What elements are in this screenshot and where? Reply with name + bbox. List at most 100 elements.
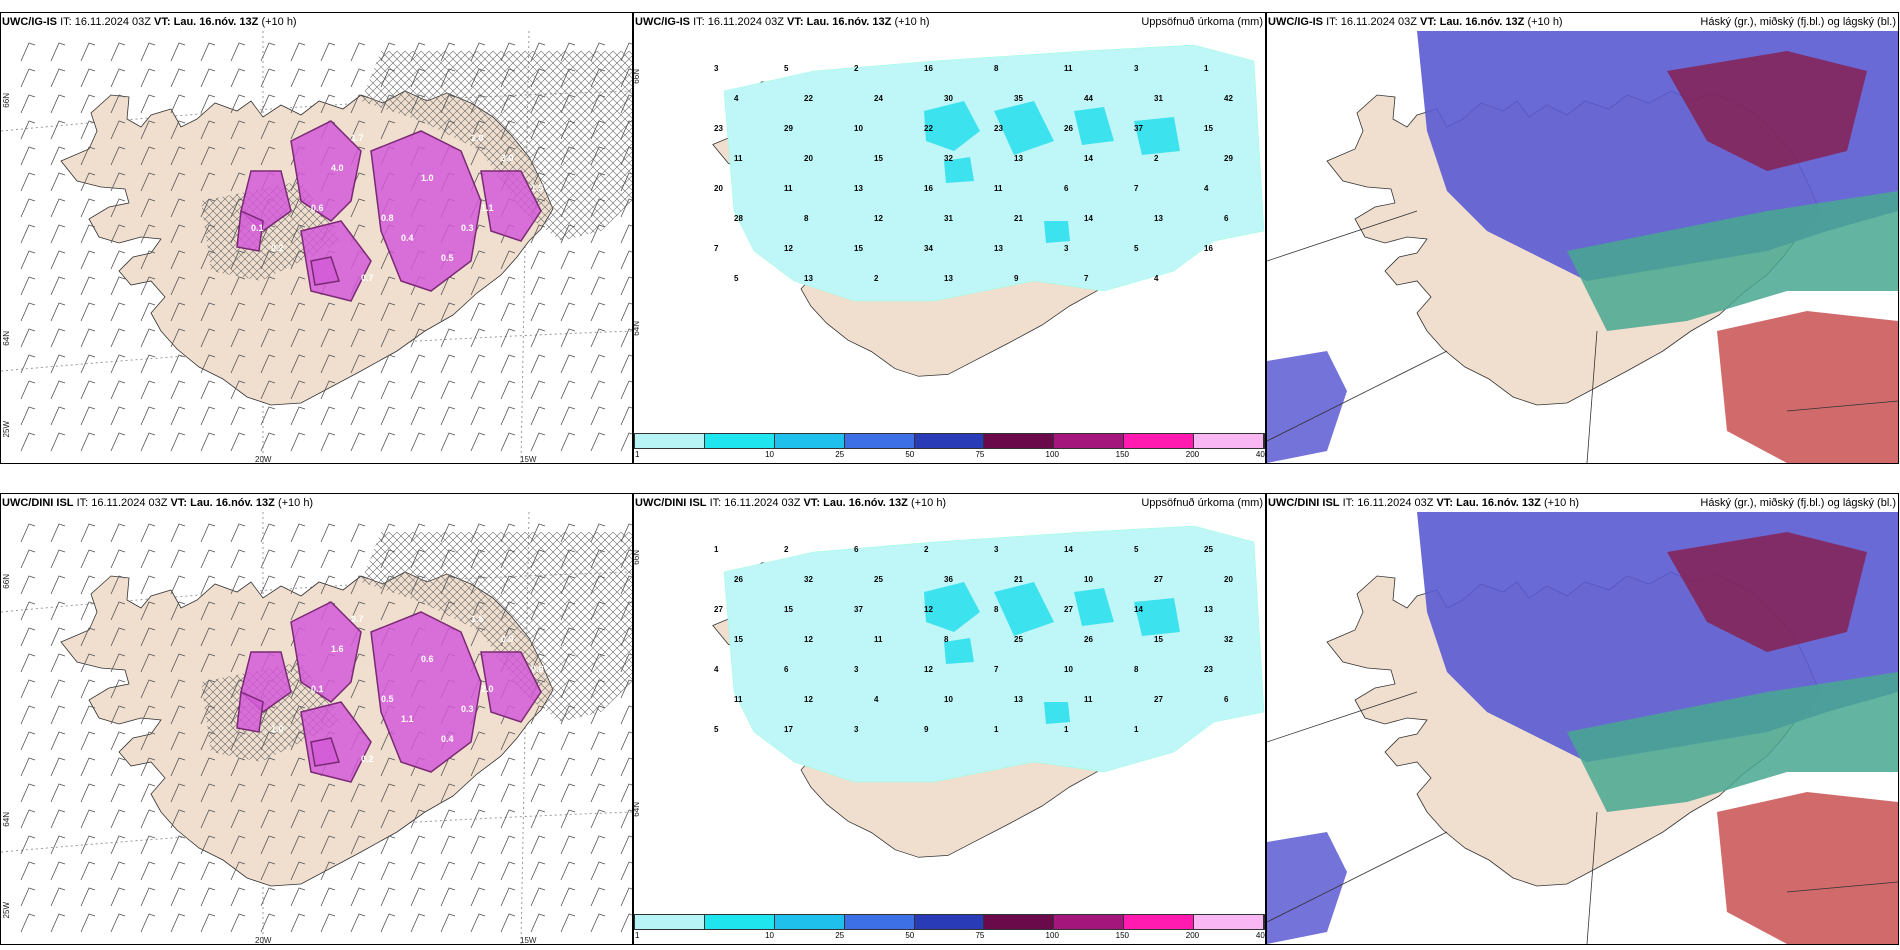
wind-barb	[20, 276, 36, 296]
wind-barb	[260, 328, 276, 348]
wind-barb	[320, 835, 336, 855]
wind-barb	[620, 679, 632, 699]
snow-value-label: 0.4	[401, 233, 414, 243]
wind-barb	[590, 354, 606, 374]
wind-barb	[140, 809, 156, 829]
wind-barb	[350, 809, 366, 829]
wind-barb	[470, 887, 486, 907]
wind-barb	[20, 731, 36, 751]
wind-barb	[50, 250, 66, 270]
wind-barb	[200, 523, 216, 543]
wind-barb	[260, 276, 276, 296]
wind-barb	[380, 757, 396, 777]
wind-barb	[80, 913, 96, 933]
wind-barb	[410, 328, 426, 348]
colorbar-segment	[1054, 434, 1125, 448]
colorbar-tick-label: 200	[1185, 931, 1200, 940]
snow-value-label: 0.5	[441, 253, 454, 263]
wind-barb	[500, 302, 516, 322]
precip-mid-area	[1134, 117, 1180, 155]
wind-barb	[620, 861, 632, 881]
wind-barb	[290, 601, 306, 621]
wind-barb	[500, 627, 516, 647]
precip-value-label: 13	[854, 184, 863, 193]
snow-value-label: 0.6	[311, 203, 324, 213]
wind-barb	[140, 861, 156, 881]
wind-barb	[590, 601, 606, 621]
precip-value-label: 29	[1224, 154, 1233, 163]
wind-barb	[290, 575, 306, 595]
wind-barb	[110, 575, 126, 595]
it-label: IT:	[1326, 16, 1341, 28]
cloud-title: Háský (gr.), miðský (fj.bl.) og lágský (…	[1700, 497, 1896, 509]
wind-barb	[560, 68, 576, 88]
precip-value-label: 12	[804, 695, 813, 704]
wind-barb	[20, 575, 36, 595]
wind-barb	[470, 42, 486, 62]
wind-barb	[200, 809, 216, 829]
region-border	[1267, 210, 1898, 463]
wind-barb	[470, 406, 486, 426]
wind-barb	[260, 432, 276, 452]
wind-barb	[260, 523, 276, 543]
precip-value-label: 15	[1204, 124, 1213, 133]
precip-value-label: 11	[1064, 64, 1073, 73]
wind-barb	[140, 783, 156, 803]
precip-value-label: 13	[944, 274, 953, 283]
wind-barb	[20, 549, 36, 569]
wind-barb	[620, 68, 632, 88]
wind-barb	[110, 523, 126, 543]
wind-barb	[230, 276, 246, 296]
colorbar-segment	[635, 915, 705, 929]
precip-value-label: 10	[1064, 665, 1073, 674]
wind-barb	[620, 432, 632, 452]
it-label: IT:	[693, 16, 708, 28]
it-value: 16.11.2024 03Z	[74, 16, 151, 28]
wind-barb	[50, 913, 66, 933]
wind-barb	[50, 835, 66, 855]
wind-barb	[590, 224, 606, 244]
wind-barb	[620, 328, 632, 348]
wind-barb	[620, 172, 632, 192]
wind-barb	[620, 120, 632, 140]
wind-barb	[230, 302, 246, 322]
wind-barb	[80, 809, 96, 829]
wind-barb	[440, 354, 456, 374]
wind-barb	[200, 198, 216, 218]
colorbar-tick-label: 150	[1115, 931, 1130, 940]
colorbar-segment	[844, 434, 915, 448]
low-cloud-dark-area	[1667, 532, 1867, 652]
wind-barb	[50, 120, 66, 140]
wind-barb	[590, 432, 606, 452]
cloud-map	[1267, 512, 1898, 944]
wind-barb	[80, 601, 96, 621]
colorbar-tick-label: 75	[975, 931, 985, 940]
model-name: UWC/IG-IS	[1268, 16, 1323, 28]
wind-barb	[80, 731, 96, 751]
wind-barb	[590, 146, 606, 166]
wind-barb	[350, 523, 366, 543]
low-cloud-dark-area	[1667, 51, 1867, 171]
wind-barb	[320, 549, 336, 569]
wind-barb	[170, 523, 186, 543]
lon-label-20: 20W	[255, 936, 272, 945]
model-name: UWC/IG-IS	[635, 16, 690, 28]
snow-value-label: 0.5	[381, 694, 394, 704]
wind-barb	[230, 783, 246, 803]
wind-barb	[560, 653, 576, 673]
wind-barb	[20, 887, 36, 907]
wind-barb	[320, 42, 336, 62]
wind-barb	[20, 627, 36, 647]
wind-barb	[230, 653, 246, 673]
precip-value-label: 20	[1224, 575, 1233, 584]
precip-colorbar	[634, 433, 1265, 449]
wind-barb	[560, 861, 576, 881]
wind-barb	[530, 250, 546, 270]
wind-barb	[380, 783, 396, 803]
wind-barb	[320, 887, 336, 907]
mid-cloud-area	[1567, 191, 1898, 331]
precip-value-label: 7	[1134, 184, 1139, 193]
wind-barb	[530, 757, 546, 777]
precip-value-label: 17	[784, 725, 793, 734]
